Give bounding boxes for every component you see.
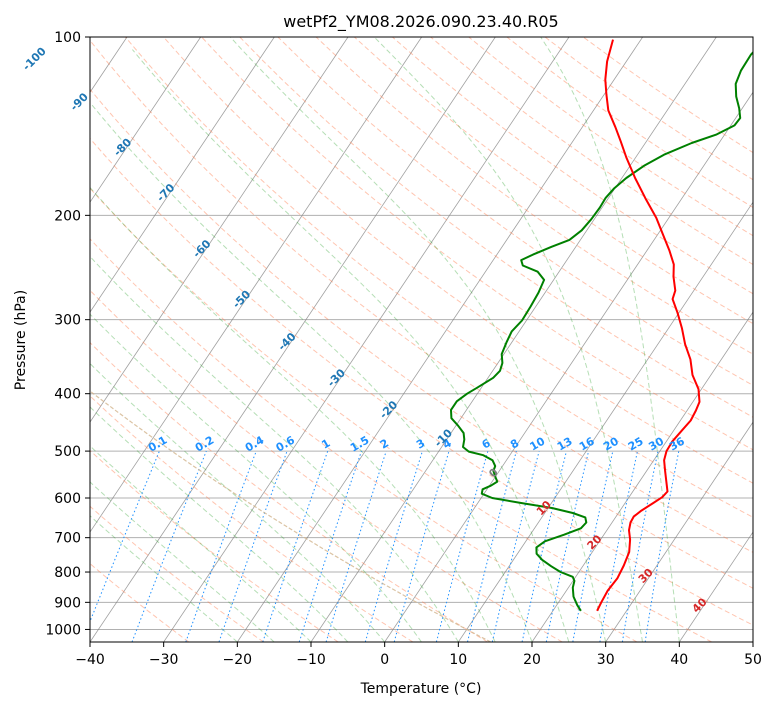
moist-adiabat bbox=[90, 406, 349, 642]
background-lines bbox=[90, 37, 753, 642]
dry-adiabat bbox=[353, 37, 753, 325]
moist-adiabat bbox=[132, 49, 570, 642]
moist-adiabat bbox=[90, 515, 238, 642]
moist-adiabat bbox=[90, 255, 459, 642]
moist-adiabat bbox=[90, 481, 275, 642]
isotherm-line bbox=[531, 311, 753, 642]
y-tick-label: 100 bbox=[54, 30, 81, 46]
x-tick-label: −20 bbox=[223, 652, 253, 668]
dry-adiabat bbox=[201, 37, 753, 451]
y-axis: 1000 900 800 700 600 500 400 300 200 100 bbox=[45, 30, 90, 638]
isotherm-line bbox=[90, 37, 349, 423]
dry-adiabat bbox=[90, 187, 712, 642]
mixing-ratio-lines bbox=[90, 450, 680, 642]
profiles bbox=[450, 39, 753, 612]
mixing-ratio-line bbox=[467, 450, 517, 642]
x-tick-label: 10 bbox=[449, 652, 467, 668]
dewpoint-line bbox=[450, 50, 753, 612]
plot-area bbox=[90, 37, 753, 642]
isotherm-line bbox=[90, 37, 423, 533]
moist-adiabat bbox=[90, 186, 496, 642]
dry-adiabat bbox=[90, 395, 414, 642]
mixing-ratio-line bbox=[393, 450, 450, 642]
isotherm-line bbox=[458, 201, 753, 642]
mixing-ratio-line bbox=[298, 450, 362, 642]
skewed-isotherms bbox=[90, 37, 753, 642]
moist-adiabat bbox=[90, 313, 422, 642]
x-tick-label: 0 bbox=[380, 652, 389, 668]
mixing-ratio-line bbox=[435, 450, 489, 642]
moist-adiabat bbox=[540, 37, 680, 642]
x-tick-label: −30 bbox=[149, 652, 179, 668]
dry-adiabat bbox=[90, 341, 488, 642]
y-tick-label: 500 bbox=[54, 444, 81, 460]
y-tick-label: 200 bbox=[54, 208, 81, 224]
dry-adiabat bbox=[315, 37, 753, 355]
mixing-ratio-line bbox=[325, 450, 387, 642]
temperature-line bbox=[596, 39, 701, 612]
dry-adiabat bbox=[90, 562, 190, 642]
mixing-ratio-line bbox=[521, 450, 567, 642]
y-tick-label: 1000 bbox=[45, 622, 81, 638]
dry-adiabat bbox=[90, 39, 753, 553]
mixing-ratio-line bbox=[364, 450, 423, 642]
x-axis: −40 −30 −20 −10 0 10 20 30 40 50 bbox=[75, 642, 762, 668]
mixing-ratio-line bbox=[90, 450, 160, 623]
mixing-ratio-line bbox=[491, 450, 540, 642]
y-tick-label: 400 bbox=[54, 387, 81, 403]
dry-adiabat bbox=[90, 289, 563, 642]
x-axis-label: Temperature (°C) bbox=[360, 681, 482, 697]
y-tick-label: 600 bbox=[54, 491, 81, 507]
moist-adiabat bbox=[91, 104, 533, 642]
moist-adiabat bbox=[90, 445, 312, 642]
y-tick-label: 700 bbox=[54, 531, 81, 547]
y-tick-label: 300 bbox=[54, 313, 81, 329]
isotherm-line bbox=[163, 37, 570, 642]
dry-adiabat bbox=[90, 137, 753, 626]
x-tick-label: 30 bbox=[597, 652, 615, 668]
moist-adiabats bbox=[90, 37, 680, 642]
mixing-ratio-line bbox=[218, 450, 288, 642]
pressure-gridlines bbox=[90, 37, 753, 630]
y-axis-label: Pressure (hPa) bbox=[13, 290, 29, 390]
dry-adiabat bbox=[90, 88, 753, 589]
moist-adiabat bbox=[90, 362, 386, 642]
isotherm-line bbox=[679, 531, 753, 642]
mixing-ratio-line bbox=[131, 450, 207, 642]
x-tick-label: −40 bbox=[75, 652, 105, 668]
x-tick-label: 20 bbox=[523, 652, 541, 668]
moist-adiabat bbox=[373, 37, 643, 642]
wetbulb-curve bbox=[90, 390, 491, 642]
isotherm-line bbox=[310, 37, 717, 642]
dry-adiabat bbox=[90, 238, 638, 642]
isotherm-line bbox=[384, 91, 753, 642]
isotherm-line bbox=[237, 37, 644, 642]
dry-adiabats bbox=[90, 37, 753, 642]
y-tick-label: 900 bbox=[54, 595, 81, 611]
x-tick-label: 40 bbox=[670, 652, 688, 668]
plot-frame bbox=[89, 36, 754, 643]
isotherm-line bbox=[605, 421, 753, 642]
chart-title: wetPf2_YM08.2026.090.23.40.R05 bbox=[283, 12, 558, 32]
mixing-ratio-line bbox=[262, 450, 329, 642]
mixing-ratio-line bbox=[545, 450, 590, 642]
mixing-ratio-line bbox=[185, 450, 257, 642]
dry-adiabat bbox=[163, 37, 753, 484]
isotherm-line bbox=[90, 37, 275, 313]
isotherm-line bbox=[90, 37, 496, 642]
x-tick-label: 50 bbox=[744, 652, 762, 668]
y-tick-label: 800 bbox=[54, 565, 81, 581]
x-tick-label: −10 bbox=[296, 652, 326, 668]
isotherm-line bbox=[90, 37, 202, 203]
moist-adiabat bbox=[229, 37, 607, 642]
dry-adiabat bbox=[392, 37, 753, 295]
